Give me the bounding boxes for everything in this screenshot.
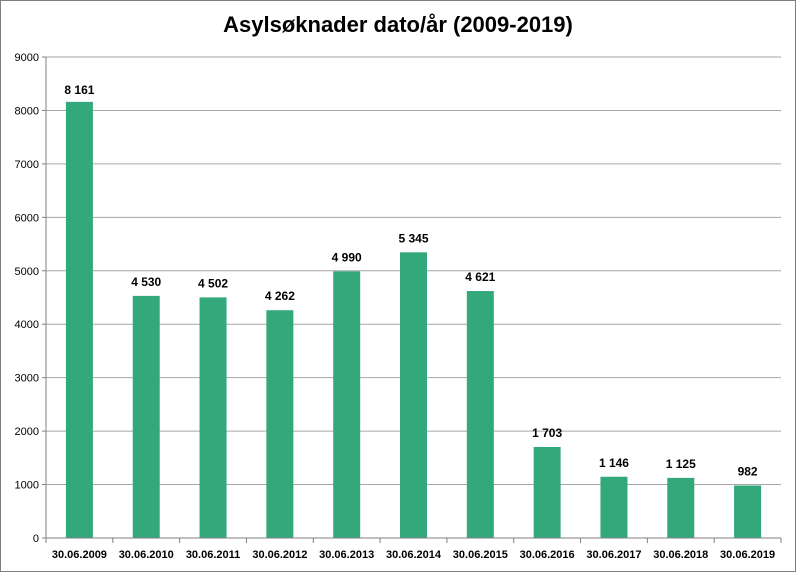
data-label: 5 345 <box>398 231 428 245</box>
bar <box>533 446 561 538</box>
data-label: 4 530 <box>131 275 161 289</box>
data-label: 1 125 <box>666 457 696 471</box>
y-tick-label: 4000 <box>15 319 39 331</box>
bar <box>199 297 227 538</box>
x-tick-label: 30.06.2018 <box>653 549 708 561</box>
x-tick-label: 30.06.2009 <box>52 549 107 561</box>
bar <box>333 271 361 538</box>
x-tick-label: 30.06.2016 <box>520 549 575 561</box>
x-tick-label: 30.06.2011 <box>186 549 240 561</box>
bar <box>132 295 160 538</box>
data-label: 1 703 <box>532 426 562 440</box>
bar <box>466 291 494 538</box>
x-axis-ticks: 30.06.2009 30.06.2010 30.06.2011 30.06.2012… <box>52 549 775 561</box>
x-tick-label: 30.06.2010 <box>119 549 174 561</box>
data-label: 982 <box>738 465 758 479</box>
data-label: 4 990 <box>332 250 362 264</box>
bar <box>65 101 93 538</box>
y-tick-label: 9000 <box>15 52 39 64</box>
data-label: 4 621 <box>465 270 495 284</box>
x-tick-label: 30.06.2019 <box>720 549 775 561</box>
bar <box>266 310 294 538</box>
data-labels: 8 161 4 530 4 502 4 262 4 990 5 345 4 621 1 703… <box>64 83 758 479</box>
y-tick-label: 2000 <box>15 426 39 438</box>
y-tick-label: 0 <box>33 533 39 545</box>
chart-title: Asylsøknader dato/år (2009-2019) <box>223 12 573 37</box>
y-tick-label: 1000 <box>15 480 39 492</box>
y-tick-label: 5000 <box>15 266 39 278</box>
x-tick-label: 30.06.2014 <box>386 549 442 561</box>
bar <box>734 485 762 538</box>
y-tick-label: 6000 <box>15 212 39 224</box>
x-tick-label: 30.06.2012 <box>252 549 307 561</box>
data-label: 4 262 <box>265 289 295 303</box>
data-label: 8 161 <box>64 83 94 97</box>
data-label: 1 146 <box>599 456 629 470</box>
bar <box>667 477 695 538</box>
y-tick-label: 3000 <box>15 373 39 385</box>
y-tick-label: 7000 <box>15 159 39 171</box>
x-tick-label: 30.06.2017 <box>586 549 641 561</box>
x-tick-label: 30.06.2013 <box>319 549 374 561</box>
bar <box>600 476 628 538</box>
bar <box>400 252 427 538</box>
y-tick-label: 8000 <box>15 105 39 117</box>
x-tick-label: 30.06.2015 <box>453 549 508 561</box>
axes <box>42 56 782 543</box>
bars <box>65 101 762 538</box>
y-axis-ticks: 0 1000 2000 3000 4000 5000 6000 7000 8000 9000 <box>15 52 39 545</box>
data-label: 4 502 <box>198 276 228 290</box>
